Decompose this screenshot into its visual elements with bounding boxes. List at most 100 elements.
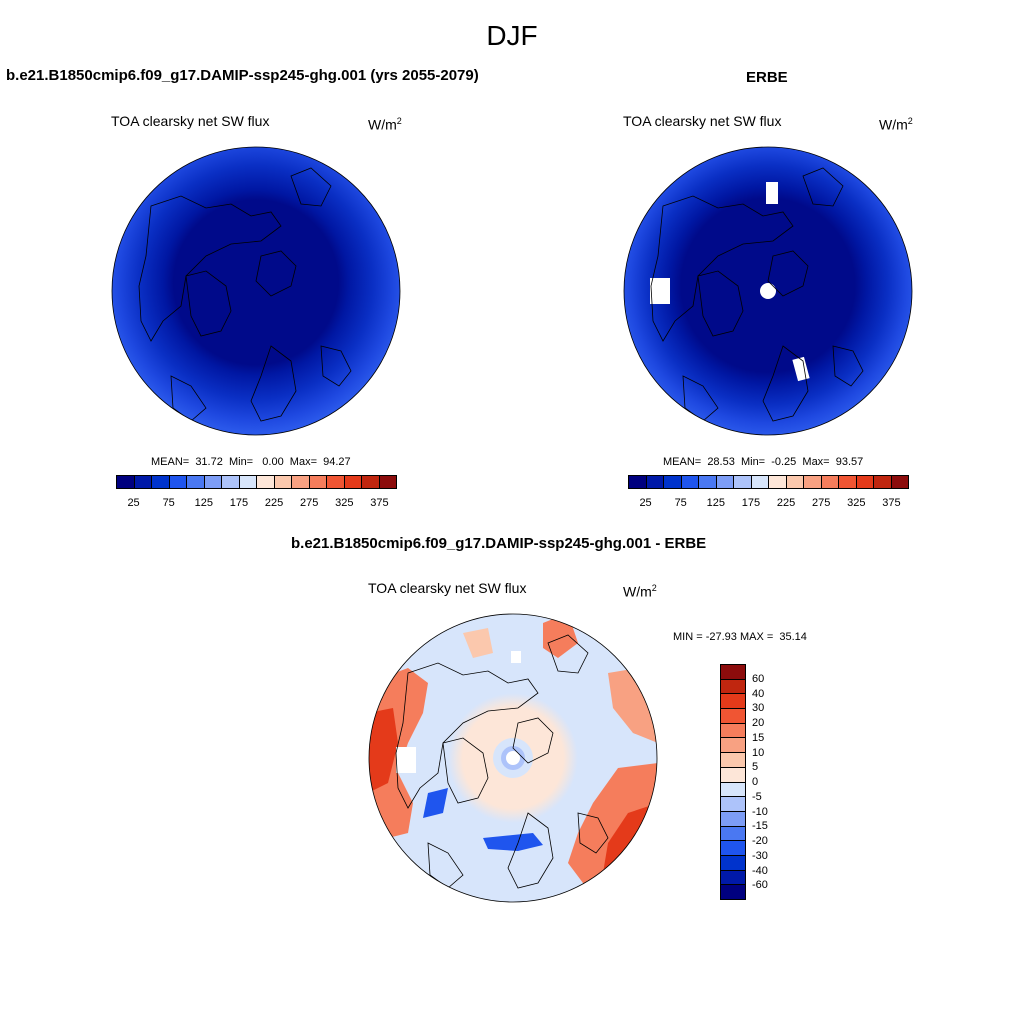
colorbar-tick-label: 60 [752, 672, 765, 685]
colorbar-tick-label: -20 [752, 835, 768, 847]
colorbar-tick-label: 225 [264, 497, 284, 509]
colorbar-swatch [721, 855, 745, 871]
colorbar-swatch [721, 826, 745, 842]
colorbar-swatch [734, 476, 752, 488]
colorbar-swatch [751, 476, 769, 488]
panel2-stats: MEAN= 28.53 Min= -0.25 Max= 93.57 [663, 456, 864, 468]
colorbar-tick-label: 75 [674, 497, 687, 509]
panel2-colorbar-ticks: 25 75 125 175 225 275 325 375 [628, 497, 909, 511]
colorbar-swatch [327, 476, 345, 488]
colorbar-tick-label: -10 [752, 805, 768, 818]
colorbar-tick-label: 375 [370, 497, 389, 509]
colorbar-swatch [721, 753, 745, 768]
colorbar-swatch [362, 476, 380, 488]
colorbar-swatch [292, 476, 310, 488]
colorbar-tick-label: 40 [752, 687, 765, 700]
panel2-missing-data-north [766, 182, 778, 204]
panel2-map [623, 146, 913, 436]
colorbar-tick-label: -40 [752, 864, 768, 877]
colorbar-swatch [646, 476, 664, 488]
colorbar-swatch [721, 782, 745, 798]
colorbar-tick-label: 175 [229, 497, 249, 509]
colorbar-swatch [721, 738, 745, 754]
panel3-anomalies [369, 614, 657, 902]
colorbar-tick-label: 225 [776, 497, 796, 509]
panel1-variable-label: TOA clearsky net SW flux [111, 113, 270, 129]
colorbar-tick-label: 125 [706, 497, 725, 509]
colorbar-swatch [721, 709, 745, 724]
colorbar-tick-label: 25 [639, 497, 652, 509]
panel3-units: W/m2 [623, 583, 657, 600]
colorbar-swatch [117, 476, 135, 488]
colorbar-tick-label: -30 [752, 849, 768, 862]
colorbar-tick-label: 10 [752, 746, 765, 759]
panel3-colorbar-ticks: 60 40 30 20 15 10 5 0 -5 -10 -15 -20 -30 -40 -60 [752, 664, 792, 900]
colorbar-swatch [721, 665, 745, 680]
colorbar-swatch [856, 476, 874, 488]
colorbar-swatch [821, 476, 839, 488]
colorbar-swatch [344, 476, 362, 488]
panel3-map [368, 613, 658, 903]
colorbar-swatch [257, 476, 275, 488]
panel2-pole-gap [760, 283, 776, 299]
colorbar-tick-label: 0 [752, 776, 759, 788]
colorbar-tick-label: 5 [752, 761, 759, 774]
colorbar-swatch [721, 811, 745, 827]
colorbar-swatch [716, 476, 734, 488]
colorbar-swatch [274, 476, 292, 488]
panel3-colorbar [720, 664, 746, 900]
colorbar-tick-label: 325 [847, 497, 866, 509]
colorbar-swatch [239, 476, 257, 488]
colorbar-swatch [721, 723, 745, 739]
colorbar-swatch [169, 476, 187, 488]
colorbar-swatch [721, 841, 745, 856]
colorbar-tick-label: -15 [752, 820, 768, 833]
colorbar-tick-label: 275 [812, 497, 831, 509]
colorbar-tick-label: -5 [752, 790, 762, 803]
colorbar-tick-label: 375 [882, 497, 901, 509]
panel2-variable-label: TOA clearsky net SW flux [623, 113, 782, 129]
colorbar-swatch [309, 476, 327, 488]
colorbar-swatch [721, 797, 745, 812]
colorbar-swatch [187, 476, 205, 488]
colorbar-tick-label: 275 [300, 497, 319, 509]
colorbar-swatch [721, 679, 745, 695]
figure-title: DJF [486, 20, 538, 51]
panel3-stats: MIN = -27.93 MAX = 35.14 [673, 631, 807, 643]
colorbar-swatch [204, 476, 222, 488]
colorbar-tick-label: -60 [752, 879, 768, 892]
colorbar-swatch [222, 476, 240, 488]
panel3-title: b.e21.B1850cmip6.f09_g17.DAMIP-ssp245-gh… [291, 535, 707, 552]
colorbar-swatch [721, 767, 745, 783]
panel2-colorbar [628, 475, 909, 489]
panel1-colorbar [116, 475, 397, 489]
panel1-colorbar-ticks: 25 75 125 175 225 275 325 375 [116, 497, 397, 511]
colorbar-swatch [769, 476, 787, 488]
panel2-coastlines [650, 167, 864, 422]
panel1-units: W/m2 [368, 116, 402, 133]
panel1-map [111, 146, 401, 436]
panel1-title: b.e21.B1850cmip6.f09_g17.DAMIP-ssp245-gh… [6, 67, 479, 84]
panel1-field [112, 147, 400, 435]
colorbar-swatch [664, 476, 682, 488]
colorbar-swatch [629, 476, 647, 488]
colorbar-tick-label: 30 [752, 702, 765, 715]
panel1-stats: MEAN= 31.72 Min= 0.00 Max= 94.27 [151, 456, 351, 468]
colorbar-swatch [152, 476, 170, 488]
colorbar-swatch [804, 476, 822, 488]
panel3-coastlines [395, 634, 609, 889]
colorbar-tick-label: 175 [741, 497, 761, 509]
colorbar-swatch [699, 476, 717, 488]
colorbar-swatch [379, 476, 396, 488]
panel2-units: W/m2 [879, 116, 913, 133]
colorbar-swatch [891, 476, 908, 488]
colorbar-swatch [721, 870, 745, 886]
colorbar-swatch [839, 476, 857, 488]
colorbar-tick-label: 15 [752, 731, 765, 744]
colorbar-tick-label: 25 [127, 497, 140, 509]
colorbar-tick-label: 325 [335, 497, 354, 509]
colorbar-swatch [786, 476, 804, 488]
colorbar-tick-label: 125 [194, 497, 213, 509]
panel2-title: ERBE [746, 69, 788, 86]
panel3-variable-label: TOA clearsky net SW flux [368, 580, 527, 596]
